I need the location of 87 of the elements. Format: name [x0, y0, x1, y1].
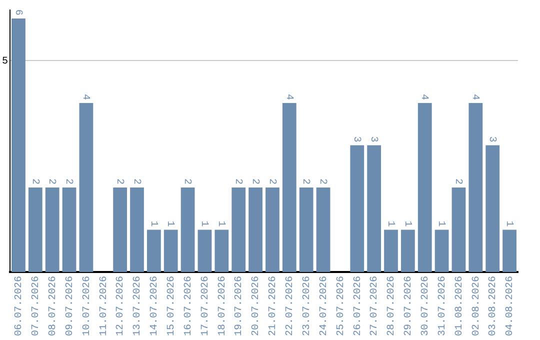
data-label: 1 [435, 220, 446, 227]
y-tick-label: 5 [2, 56, 8, 68]
bar [180, 187, 195, 272]
bar [198, 230, 212, 272]
x-tick-label: 08.07.2026 [48, 276, 59, 336]
data-label: 4 [80, 94, 91, 100]
x-tick-label: 24.07.2026 [318, 276, 330, 336]
x-tick-label: 02.08.2026 [471, 276, 482, 336]
x-tick-label: 27.07.2026 [370, 276, 381, 336]
x-tick-label: 17.07.2026 [200, 276, 212, 336]
bar [214, 230, 229, 272]
bar [282, 102, 296, 272]
x-tick-label: 14.07.2026 [150, 276, 161, 336]
bar [62, 187, 76, 272]
x-tick-label: 09.07.2026 [64, 276, 76, 336]
data-label: 2 [28, 178, 40, 184]
bar [45, 187, 60, 272]
data-label: 2 [113, 178, 124, 184]
bar [113, 187, 128, 272]
data-label: 3 [350, 136, 362, 142]
bar [468, 102, 483, 272]
x-tick-label: 21.07.2026 [268, 276, 280, 336]
data-label: 6 [12, 9, 23, 16]
data-label: 2 [181, 178, 192, 184]
bar [130, 187, 144, 272]
bar [486, 145, 500, 272]
bar [266, 187, 280, 272]
bar [502, 230, 516, 272]
bar [400, 230, 415, 272]
data-label: 2 [248, 178, 260, 184]
data-label: 2 [46, 178, 57, 184]
bar [367, 145, 382, 272]
data-label: 1 [164, 220, 176, 227]
data-label: 2 [452, 178, 464, 184]
data-label: 4 [469, 94, 480, 100]
data-label: 1 [215, 220, 226, 227]
bar [164, 230, 178, 272]
x-tick-label: 06.07.2026 [14, 276, 26, 336]
x-tick-label: 22.07.2026 [285, 276, 296, 336]
x-tick-label: 26.07.2026 [352, 276, 364, 336]
data-label: 1 [384, 220, 396, 227]
x-tick-label: 16.07.2026 [183, 276, 194, 336]
x-tick-label: 28.07.2026 [386, 276, 398, 336]
x-tick-label: 15.07.2026 [166, 276, 178, 336]
data-label: 2 [232, 178, 243, 184]
bar [28, 187, 42, 272]
x-tick-label: 19.07.2026 [234, 276, 246, 336]
x-tick-label: 03.08.2026 [488, 276, 500, 336]
data-label: 4 [418, 94, 430, 100]
x-tick-label: 12.07.2026 [116, 276, 127, 336]
x-tick-label: 01.08.2026 [454, 276, 466, 336]
x-tick-label: 11.07.2026 [98, 276, 110, 336]
x-tick-label: 29.07.2026 [404, 276, 415, 336]
x-tick-label: 13.07.2026 [132, 276, 144, 336]
x-tick-label: 10.07.2026 [82, 276, 93, 336]
bar [299, 187, 314, 272]
data-label: 1 [502, 220, 514, 227]
bar [12, 18, 26, 272]
bar [384, 230, 398, 272]
bar [418, 102, 432, 272]
data-label: 2 [62, 178, 74, 184]
data-label: 2 [130, 178, 142, 184]
bar [248, 187, 262, 272]
x-tick-label: 25.07.2026 [336, 276, 347, 336]
bar [79, 102, 94, 272]
x-tick-label: 18.07.2026 [217, 276, 228, 336]
bar [146, 230, 161, 272]
x-tick-label: 07.07.2026 [31, 276, 42, 336]
x-tick-label: 31.07.2026 [437, 276, 448, 336]
x-tick-label: 20.07.2026 [251, 276, 262, 336]
x-tick-label: 23.07.2026 [302, 276, 313, 336]
x-tick-label: 04.08.2026 [505, 276, 516, 336]
bar [434, 230, 449, 272]
bar [350, 145, 364, 272]
data-label: 4 [282, 94, 294, 100]
data-label: 2 [316, 178, 328, 184]
bar [232, 187, 246, 272]
data-label: 3 [367, 136, 378, 142]
x-tick-label: 30.07.2026 [420, 276, 432, 336]
bar [452, 187, 466, 272]
data-label: 1 [198, 220, 210, 227]
data-label: 2 [300, 178, 311, 184]
data-label: 3 [486, 136, 497, 142]
bar [316, 187, 330, 272]
data-label: 1 [401, 220, 412, 227]
data-label: 2 [266, 178, 277, 184]
data-label: 1 [147, 220, 158, 227]
